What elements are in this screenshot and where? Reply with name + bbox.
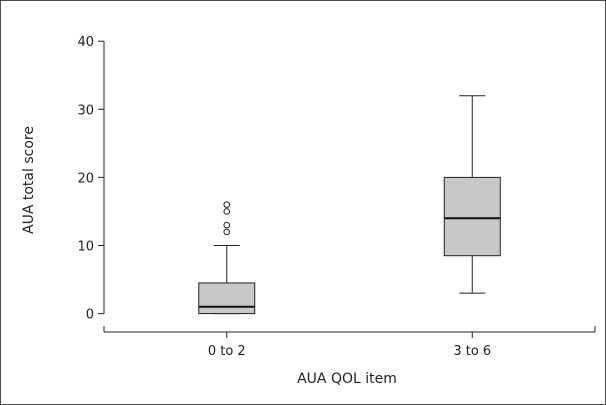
outlier-point: [223, 208, 231, 215]
y-axis-title: AUA total score: [21, 126, 37, 234]
axes: 0 10 20 30 40 0 to 2 3 to 6: [77, 35, 596, 359]
y-tick-label: 0: [86, 308, 94, 323]
y-tick-label: 20: [77, 171, 94, 186]
boxes: [198, 95, 501, 315]
x-axis-title: AUA QOL item: [297, 371, 397, 387]
outlier-point: [223, 221, 231, 229]
outlier-point: [223, 228, 231, 236]
x-tick-label: 3 to 6: [453, 344, 491, 359]
y-tick-label: 40: [77, 35, 94, 50]
y-tick-label: 30: [77, 103, 94, 118]
outlier-point: [223, 201, 231, 208]
box-iqr: [198, 282, 256, 315]
box-iqr: [443, 176, 501, 257]
y-tick-label: 10: [77, 239, 94, 254]
x-tick-label: 0 to 2: [208, 344, 246, 359]
